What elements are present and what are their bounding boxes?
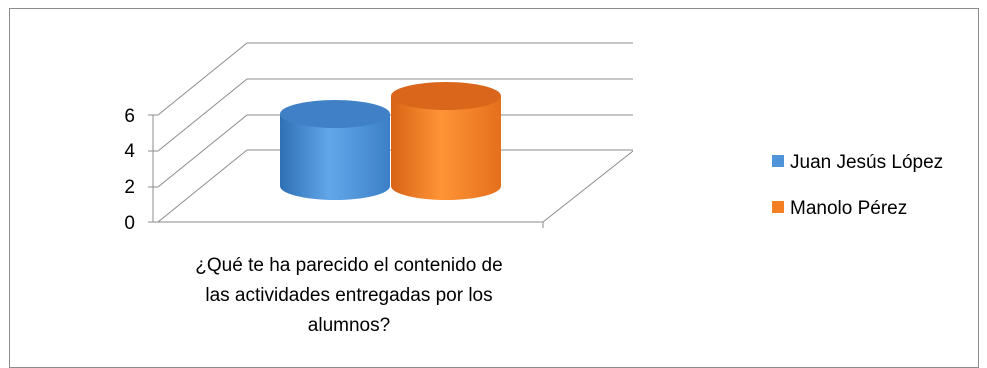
- gridline-6: [158, 43, 247, 115]
- y-tick-label-6: 6: [124, 106, 135, 127]
- gridline-0: [158, 150, 247, 222]
- y-tick-label-2: 2: [124, 177, 135, 198]
- legend-label-juan: Juan Jesús López: [790, 152, 943, 173]
- bar-top-juan: [280, 100, 390, 128]
- bar-top-manolo: [391, 82, 501, 110]
- bar-juan: [280, 100, 390, 200]
- category-label-line-1: ¿Qué te ha parecido el contenido de: [195, 255, 502, 276]
- legend-swatch-juan: [772, 155, 784, 167]
- bars: [280, 82, 501, 200]
- y-tick-label-0: 0: [124, 213, 135, 234]
- y-tick-label-4: 4: [124, 141, 135, 162]
- legend: Juan Jesús López Manolo Pérez: [772, 152, 943, 219]
- chart: 0 2 4 6 ¿Qué te ha parecido el contenido…: [0, 0, 987, 349]
- legend-label-manolo: Manolo Pérez: [790, 198, 907, 219]
- y-tick-labels: 0 2 4 6: [124, 106, 135, 234]
- gridline-2: [158, 115, 247, 187]
- category-label-line-3: alumnos?: [308, 315, 390, 336]
- floor-right: [543, 151, 633, 222]
- category-label-line-2: las actividades entregadas por los: [205, 285, 492, 306]
- bar-manolo: [391, 82, 501, 200]
- bar-body-manolo: [391, 96, 501, 200]
- gridline-4: [158, 79, 247, 151]
- legend-swatch-manolo: [772, 201, 784, 213]
- category-label: ¿Qué te ha parecido el contenido de las …: [195, 255, 502, 336]
